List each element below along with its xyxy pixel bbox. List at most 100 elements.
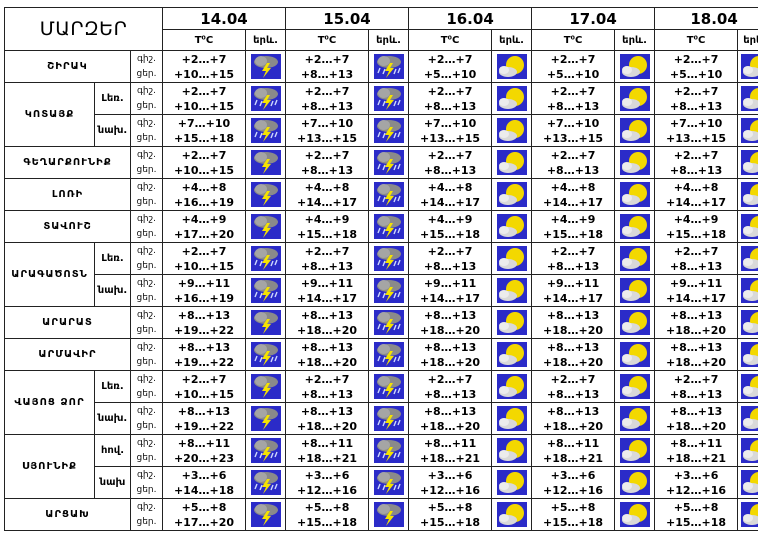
sun-cloud-icon [616,438,654,463]
date-header: 18.04 [654,7,758,30]
sun-cloud-icon [616,150,654,175]
day-temp: +19…+22 [173,419,235,433]
temperature-cell: +5…+8 +17…+20 [162,498,246,531]
weather-cell [491,210,533,243]
sun-cloud-icon [493,374,531,399]
sun-cloud-icon [493,86,531,111]
day-temp: +19…+22 [173,355,235,369]
night-temp: +8…+13 [669,340,723,354]
night-temp: +2…+7 [673,148,719,162]
region-name: ԱՐՑԱԽ [4,498,131,531]
region-name: ՎԱՅՈՑ ՁՈՐ [4,370,95,435]
day-temp: +18…+20 [666,419,727,433]
night-temp: +7…+10 [669,116,723,130]
day-temp: +8…+13 [300,67,354,81]
day-label: ցեր. [136,292,157,303]
sun-cloud-icon [493,214,531,239]
period-labels: գիշ. ցեր. [130,306,163,339]
night-temp: +8…+13 [546,340,600,354]
day-temp: +10…+15 [173,163,235,177]
night-temp: +7…+10 [546,116,600,130]
day-temp: +8…+13 [423,163,477,177]
temperature-cell: +8…+13 +18…+20 [654,338,739,371]
night-temp: +2…+7 [304,244,350,258]
temperature-cell: +5…+8 +15…+18 [654,498,739,531]
region-name: ՏԱՎՈՒՇ [4,210,131,243]
temperature-cell: +8…+13 +18…+20 [531,338,616,371]
day-temp: +13…+15 [296,131,358,145]
day-temp: +14…+17 [543,195,604,209]
weather-cell [737,370,758,403]
temp-column-header: T⁰C [408,29,493,51]
temperature-cell: +2…+7 +8…+13 [531,146,616,179]
night-temp: +2…+7 [427,244,473,258]
day-temp: +8…+13 [546,99,600,113]
rain-icon [247,438,285,463]
night-temp: +2…+7 [304,372,350,386]
temperature-cell: +7…+10 +13…+15 [531,114,616,147]
sun-cloud-icon [739,374,758,399]
day-temp: +18…+20 [543,419,604,433]
day-temp: +8…+13 [546,259,600,273]
region-name: ԼՈՌԻ [4,178,131,211]
day-temp: +8…+13 [300,387,354,401]
weather-cell [491,242,533,275]
region-name: ԳԵՂԱՐՔՈՒՆԻՔ [4,146,131,179]
night-temp: +8…+11 [669,436,723,450]
temperature-cell: +2…+7 +8…+13 [285,370,370,403]
rain-icon [370,374,408,399]
weather-column-header: երև. [244,29,287,51]
weather-cell [614,498,656,531]
period-labels: գիշ. ցեր. [130,146,163,179]
day-temp: +18…+20 [420,419,481,433]
weather-cell [614,370,656,403]
day-temp: +18…+21 [420,451,481,465]
day-temp: +5…+10 [669,67,723,81]
temperature-cell: +2…+7 +8…+13 [531,82,616,115]
forecast-row: նախ. գիշ. ցեր. +8…+13 +19…+22 +8…+13 +18… [5,402,758,435]
period-labels: գիշ. ցեր. [130,370,163,403]
forecast-row: ԱՐՑԱԽ գիշ. ցեր. +5…+8 +17…+20 +5…+8 +15…… [4,498,758,531]
subregion-name: նախ. [94,402,131,435]
night-temp: +2…+7 [427,52,473,66]
subregion-name: Լեռ. [94,370,131,403]
rain-icon [370,214,408,239]
storm-icon [247,502,285,527]
subregion-name: Լեռ. [94,242,131,275]
day-temp: +14…+17 [420,291,481,305]
temperature-cell: +3…+6 +12…+16 [408,466,493,499]
weather-cell [491,434,533,467]
day-temp: +5…+10 [423,67,477,81]
sun-cloud-icon [739,502,758,527]
weather-cell [368,498,410,531]
temperature-cell: +2…+7 +8…+13 [654,146,739,179]
night-temp: +8…+11 [423,436,477,450]
rain-icon [370,86,408,111]
night-temp: +8…+11 [300,436,354,450]
sun-cloud-icon [739,310,758,335]
temperature-cell: +2…+7 +8…+13 [654,82,739,115]
weather-cell [244,50,287,83]
sun-cloud-icon [493,278,531,303]
day-temp: +15…+18 [173,131,235,145]
weather-cell [368,434,410,467]
weather-cell [491,114,533,147]
night-temp: +2…+7 [550,148,596,162]
sun-cloud-icon [739,54,758,79]
temperature-cell: +8…+13 +18…+20 [408,338,493,371]
day-temp: +15…+18 [420,515,481,529]
night-label: գիշ. [137,405,156,416]
sun-cloud-icon [493,150,531,175]
temperature-cell: +4…+8 +14…+17 [408,178,493,211]
day-temp: +8…+13 [300,163,354,177]
temperature-cell: +2…+7 +5…+10 [408,50,493,83]
rain-icon [370,54,408,79]
night-temp: +4…+8 [181,180,227,194]
forecast-row: ՎԱՅՈՑ ՁՈՐ Լեռ. գիշ. ցեր. +2…+7 +10…+15 +2… [4,370,758,435]
night-label: գիշ. [137,469,156,480]
weather-cell [614,466,656,499]
weather-cell [368,370,410,403]
weather-cell [368,466,410,499]
sun-cloud-icon [493,438,531,463]
sun-cloud-icon [616,310,654,335]
